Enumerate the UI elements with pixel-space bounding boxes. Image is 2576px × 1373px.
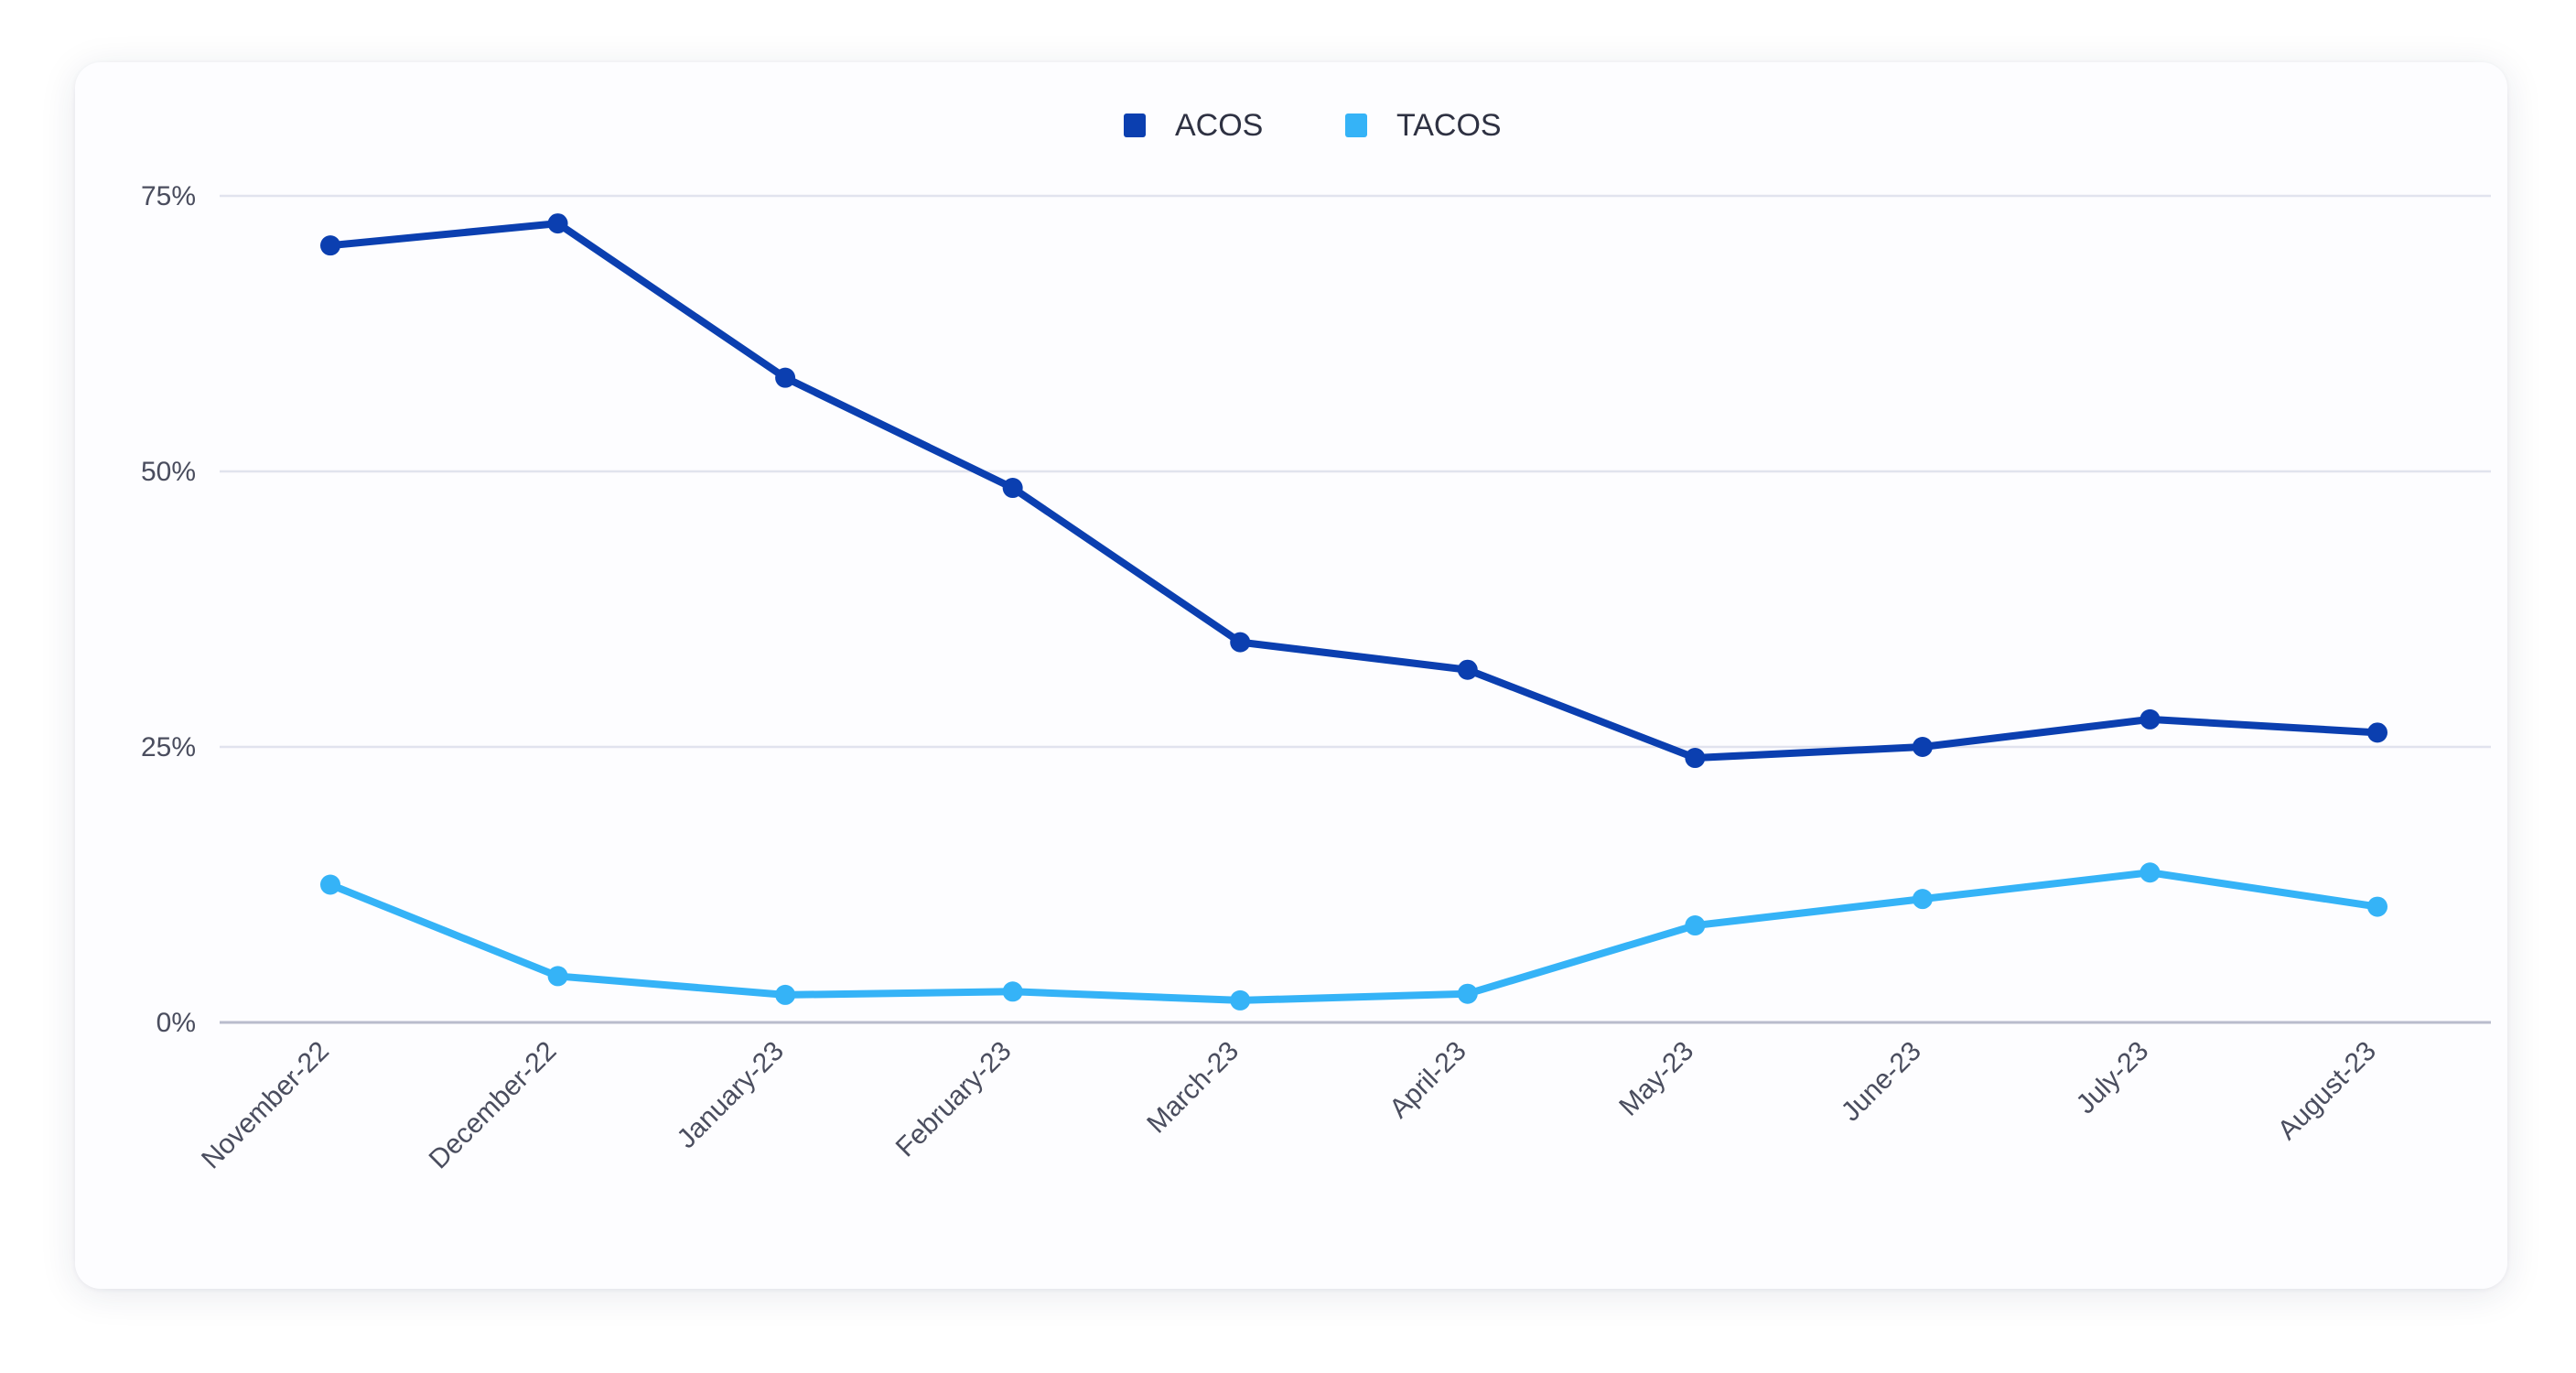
grid-lines bbox=[220, 194, 2491, 1024]
legend-item-tacos[interactable]: TACOS bbox=[1345, 108, 1502, 143]
legend-item-acos[interactable]: ACOS bbox=[1124, 108, 1263, 143]
x-tick-label: July-23 bbox=[2071, 1036, 2155, 1120]
data-point-tacos[interactable] bbox=[1685, 915, 1706, 936]
series-line-acos bbox=[327, 220, 2381, 762]
x-tick-label: February-23 bbox=[890, 1036, 1018, 1163]
chart-card bbox=[75, 62, 2507, 1289]
x-tick-label: August-23 bbox=[2272, 1036, 2382, 1146]
legend-swatch bbox=[1345, 114, 1367, 137]
data-point-acos[interactable] bbox=[1457, 659, 1478, 680]
data-point-tacos[interactable] bbox=[1457, 983, 1478, 1004]
legend-swatch bbox=[1124, 114, 1146, 137]
data-point-acos[interactable] bbox=[1912, 737, 1933, 757]
data-point-tacos[interactable] bbox=[1912, 889, 1933, 910]
x-tick-label: January-23 bbox=[672, 1036, 790, 1154]
data-point-tacos[interactable] bbox=[1002, 981, 1023, 1002]
data-point-acos[interactable] bbox=[547, 213, 568, 234]
data-point-acos[interactable] bbox=[1002, 478, 1023, 499]
series-line-tacos bbox=[327, 869, 2381, 1004]
legend: ACOS TACOS bbox=[1124, 108, 1502, 143]
data-point-acos[interactable] bbox=[2139, 708, 2161, 730]
x-axis-ticks: November-22 December-22 January-23 February… bbox=[196, 1036, 2382, 1175]
series-acos bbox=[320, 213, 2387, 769]
data-point-tacos[interactable] bbox=[547, 966, 568, 987]
data-point-tacos[interactable] bbox=[320, 874, 340, 895]
y-axis-ticks: 0% 25% 50% 75% bbox=[141, 181, 196, 1038]
x-tick-label: May-23 bbox=[1613, 1036, 1699, 1122]
data-point-tacos[interactable] bbox=[775, 984, 796, 1005]
series-tacos bbox=[320, 862, 2387, 1011]
x-tick-label: March-23 bbox=[1141, 1036, 1245, 1140]
legend-label: TACOS bbox=[1396, 108, 1502, 143]
data-point-tacos[interactable] bbox=[1230, 989, 1251, 1011]
series-lines bbox=[320, 213, 2387, 1011]
x-tick-label: November-22 bbox=[196, 1036, 335, 1175]
data-point-acos[interactable] bbox=[2367, 722, 2387, 743]
y-tick-label: 0% bbox=[156, 1008, 196, 1038]
data-point-acos[interactable] bbox=[320, 235, 340, 256]
data-point-acos[interactable] bbox=[1230, 632, 1251, 653]
x-tick-label: April-23 bbox=[1384, 1036, 1471, 1124]
legend-label: ACOS bbox=[1175, 108, 1263, 143]
x-tick-label: December-22 bbox=[424, 1036, 563, 1175]
data-point-tacos[interactable] bbox=[2139, 862, 2161, 883]
data-point-tacos[interactable] bbox=[2367, 896, 2387, 917]
data-point-acos[interactable] bbox=[1685, 748, 1706, 769]
x-tick-label: June-23 bbox=[1836, 1036, 1927, 1128]
y-tick-label: 50% bbox=[141, 457, 196, 487]
data-point-acos[interactable] bbox=[775, 367, 796, 388]
y-tick-label: 75% bbox=[141, 181, 196, 211]
y-tick-label: 25% bbox=[141, 732, 196, 762]
